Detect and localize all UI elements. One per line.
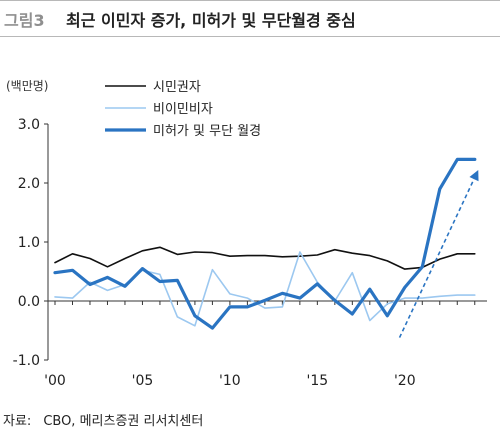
- y-tick-label: 2.0: [18, 176, 40, 192]
- trend-arrow-head: [469, 170, 479, 182]
- series-line-2: [54, 251, 476, 327]
- x-tick-label: '20: [394, 373, 416, 389]
- header-bottom-rule: [0, 36, 500, 37]
- figure-title: 최근 이민자 증가, 미허가 및 무단월경 중심: [66, 11, 356, 30]
- source-line: 자료: CBO, 메리츠증권 리서치센터: [3, 410, 203, 429]
- source-text: CBO, 메리츠증권 리서치센터: [43, 414, 204, 429]
- x-tick-label: '05: [132, 373, 154, 389]
- y-tick-label: -1.0: [13, 353, 40, 369]
- x-tick-label: '10: [219, 373, 241, 389]
- y-tick-label: 3.0: [18, 117, 40, 133]
- figure-label: 그림3: [4, 11, 45, 30]
- series-line-1: [54, 246, 476, 270]
- header-top-rule: [0, 0, 500, 1]
- source-label: 자료:: [3, 414, 32, 429]
- y-axis-unit-label: (백만명): [6, 79, 49, 93]
- series-line-3: [53, 157, 477, 330]
- legend-label-3: 미허가 및 무단 월경: [153, 124, 261, 139]
- y-tick-label: 0.0: [18, 294, 40, 310]
- trend-arrow-line: [398, 178, 475, 338]
- trend-arrow-layer: [398, 170, 479, 338]
- legend-label-2: 비이민비자: [153, 102, 213, 117]
- legend-label-1: 시민권자: [153, 80, 201, 95]
- series-lines: [53, 157, 477, 330]
- y-tick-label: 1.0: [18, 235, 40, 251]
- x-tick-label: '00: [44, 373, 66, 389]
- axes: -1.0 0.0 1.0 2.0 3.0 '00 '05 '10 '15 '20: [13, 117, 487, 389]
- x-tick-label: '15: [307, 373, 329, 389]
